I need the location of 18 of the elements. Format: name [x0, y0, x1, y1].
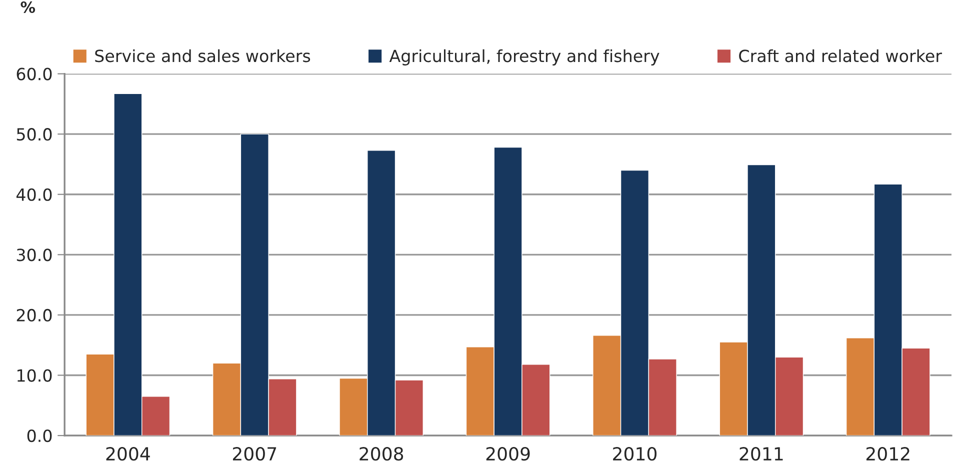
x-tick-label: 2012: [866, 446, 910, 461]
x-tick-label: 2007: [232, 446, 276, 461]
y-tick-label: 60.0: [16, 68, 52, 80]
x-tick-label: 2010: [613, 446, 656, 461]
y-axis-title: %: [20, 1, 36, 13]
y-tick-label: 30.0: [16, 248, 52, 262]
x-tick-label: 2009: [486, 446, 530, 461]
y-tick-label: 40.0: [16, 188, 52, 201]
y-tick-label: 20.0: [16, 308, 52, 322]
y-tick-label: 10.0: [18, 369, 52, 382]
x-tick-label: 2004: [106, 446, 150, 461]
y-tick-label: 0.0: [27, 430, 52, 442]
legend-label: Service and sales workers: [95, 49, 310, 62]
legend-label: Agricultural, forestry and fishery: [389, 49, 660, 66]
legend-label: Craft and related worker: [739, 49, 942, 62]
x-tick-label: 2008: [360, 446, 404, 461]
x-tick-label: 2011: [740, 446, 783, 461]
y-tick-label: 50.0: [16, 128, 52, 141]
